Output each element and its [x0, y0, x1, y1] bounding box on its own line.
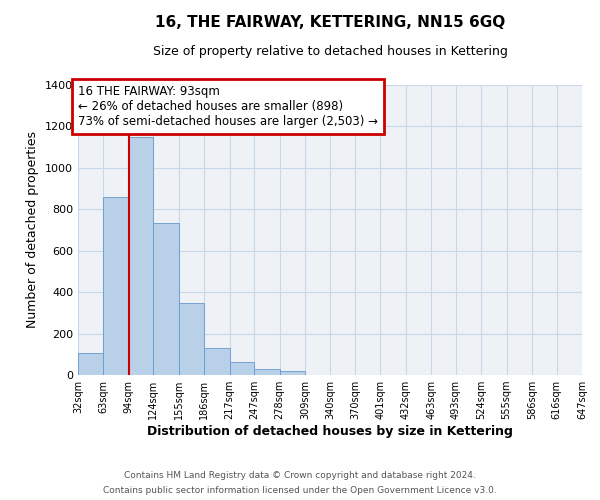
Bar: [154, 223, 179, 375]
Bar: [280, 371, 305, 375]
Text: Contains public sector information licensed under the Open Government Licence v3: Contains public sector information licen…: [103, 486, 497, 495]
Text: 16, THE FAIRWAY, KETTERING, NN15 6GQ: 16, THE FAIRWAY, KETTERING, NN15 6GQ: [155, 15, 505, 30]
Bar: [254, 368, 280, 375]
Bar: [179, 302, 204, 375]
Y-axis label: Number of detached properties: Number of detached properties: [26, 132, 40, 328]
Text: Size of property relative to detached houses in Kettering: Size of property relative to detached ho…: [152, 45, 508, 58]
Bar: [204, 348, 230, 375]
Text: 16 THE FAIRWAY: 93sqm
← 26% of detached houses are smaller (898)
73% of semi-det: 16 THE FAIRWAY: 93sqm ← 26% of detached …: [78, 85, 378, 128]
X-axis label: Distribution of detached houses by size in Kettering: Distribution of detached houses by size …: [147, 425, 513, 438]
Bar: [103, 197, 129, 375]
Bar: [230, 362, 254, 375]
Bar: [129, 138, 154, 375]
Bar: [78, 353, 103, 375]
Text: Contains HM Land Registry data © Crown copyright and database right 2024.: Contains HM Land Registry data © Crown c…: [124, 471, 476, 480]
